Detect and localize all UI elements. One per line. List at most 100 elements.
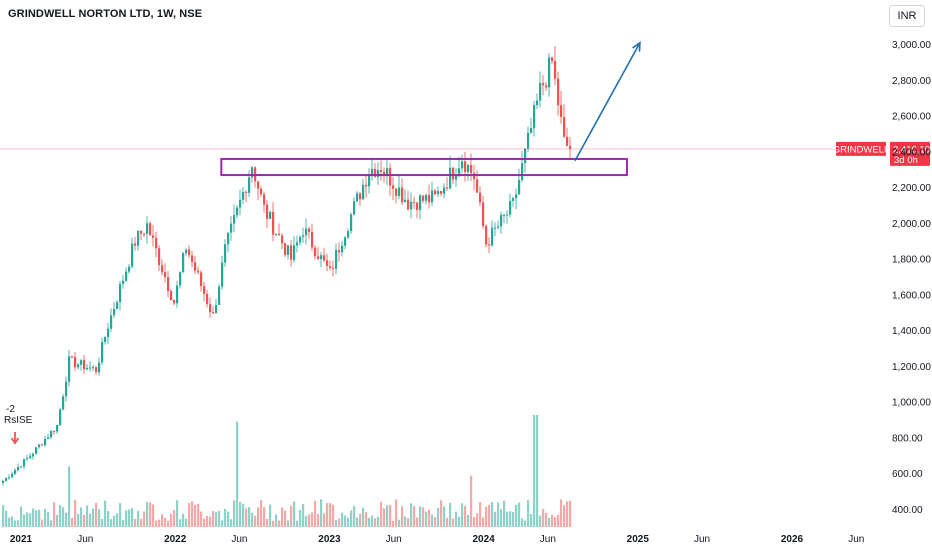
candle-body xyxy=(317,256,320,260)
volume-bar xyxy=(74,499,77,527)
candle-body xyxy=(176,285,179,304)
candle-body xyxy=(284,243,287,255)
volume-bar xyxy=(467,514,470,527)
volume-bar xyxy=(266,518,269,527)
support-zone-rectangle[interactable] xyxy=(220,157,628,177)
candle-body xyxy=(119,283,122,303)
candle-body xyxy=(98,362,101,373)
volume-bar xyxy=(167,520,170,527)
volume-bar xyxy=(218,511,221,527)
y-tick-label: 1,600.00 xyxy=(892,290,931,301)
volume-bar xyxy=(20,506,23,527)
volume-bar xyxy=(344,515,347,527)
candle-body xyxy=(500,214,503,227)
volume-bar xyxy=(317,514,320,527)
volume-bar xyxy=(458,516,461,527)
volume-bar xyxy=(515,504,518,527)
candle-body xyxy=(428,194,431,203)
volume-bar xyxy=(542,509,545,527)
candle-body xyxy=(224,244,227,263)
y-tick-label: 1,800.00 xyxy=(892,255,931,266)
volume-bar xyxy=(212,511,215,527)
candle-body xyxy=(434,190,437,195)
x-tick-label: Jun xyxy=(231,534,247,545)
candle-body xyxy=(188,249,191,256)
volume-bar xyxy=(215,512,218,527)
candle-body xyxy=(452,167,455,180)
volume-bar xyxy=(353,505,356,527)
volume-bar xyxy=(380,501,383,527)
volume-bar xyxy=(257,507,260,527)
volume-bar xyxy=(359,513,362,527)
volume-bar xyxy=(176,500,179,527)
candle-body xyxy=(509,200,512,215)
volume-bar xyxy=(173,510,176,527)
volume-bar xyxy=(38,509,41,527)
candle-body xyxy=(287,245,290,255)
x-tick-label: 2026 xyxy=(781,534,804,545)
volume-bar xyxy=(392,520,395,527)
volume-bar xyxy=(230,519,233,527)
candle-body xyxy=(314,247,317,257)
candle-body xyxy=(131,243,134,267)
price-badge xyxy=(890,141,930,166)
volume-bar xyxy=(203,518,206,527)
volume-bar xyxy=(362,507,365,527)
volume-bar xyxy=(557,514,560,527)
candle-body xyxy=(353,201,356,215)
y-tick-label: 2,000.00 xyxy=(892,219,931,230)
arrow-head-icon xyxy=(632,41,641,52)
volume-bar xyxy=(56,514,59,527)
volume-bar xyxy=(524,520,527,527)
candle-body xyxy=(95,367,98,373)
volume-bar xyxy=(305,515,308,527)
currency-button[interactable]: INR xyxy=(889,5,925,27)
volume-bar xyxy=(278,520,281,527)
volume-bar xyxy=(473,516,476,527)
volume-bar xyxy=(284,510,287,527)
volume-bar xyxy=(116,513,119,527)
volume-bar xyxy=(464,505,467,527)
volume-bar xyxy=(197,503,200,527)
candle-body xyxy=(521,163,524,181)
x-tick-label: 2023 xyxy=(318,534,341,545)
volume-bar xyxy=(320,499,323,527)
candle-body xyxy=(530,128,533,133)
volume-bar xyxy=(179,519,182,527)
volume-bar xyxy=(332,504,335,527)
volume-bar xyxy=(149,502,152,527)
candle-body xyxy=(83,360,86,370)
candle-body xyxy=(365,184,368,187)
candle-body xyxy=(389,168,392,186)
candle-body xyxy=(128,266,131,272)
candle-body xyxy=(191,255,194,263)
candle-body xyxy=(401,187,404,202)
volume-bar xyxy=(326,503,329,527)
volume-bar xyxy=(92,508,95,527)
candle-body xyxy=(551,57,554,61)
candle-body xyxy=(560,105,563,118)
candle-body xyxy=(563,117,566,137)
candle-body xyxy=(398,187,401,196)
candle-body xyxy=(440,191,443,194)
candle-body xyxy=(233,215,236,224)
volume-bar xyxy=(86,505,89,527)
candle-body xyxy=(422,195,425,201)
projection-arrow[interactable] xyxy=(574,42,641,162)
volume-bar xyxy=(302,504,305,527)
candle-body xyxy=(341,245,344,253)
candle-body xyxy=(479,192,482,203)
candle-body xyxy=(305,228,308,236)
volume-bar xyxy=(455,511,458,527)
volume-bar xyxy=(314,500,317,527)
candle-body xyxy=(296,242,299,246)
y-tick-label: 600.00 xyxy=(892,469,923,480)
volume-bar xyxy=(98,509,101,527)
volume-bar xyxy=(470,475,473,527)
candle-body xyxy=(122,280,125,284)
candle-body xyxy=(194,262,197,271)
candle-body xyxy=(134,243,137,246)
candle-body xyxy=(35,447,38,454)
candle-body xyxy=(248,177,251,193)
